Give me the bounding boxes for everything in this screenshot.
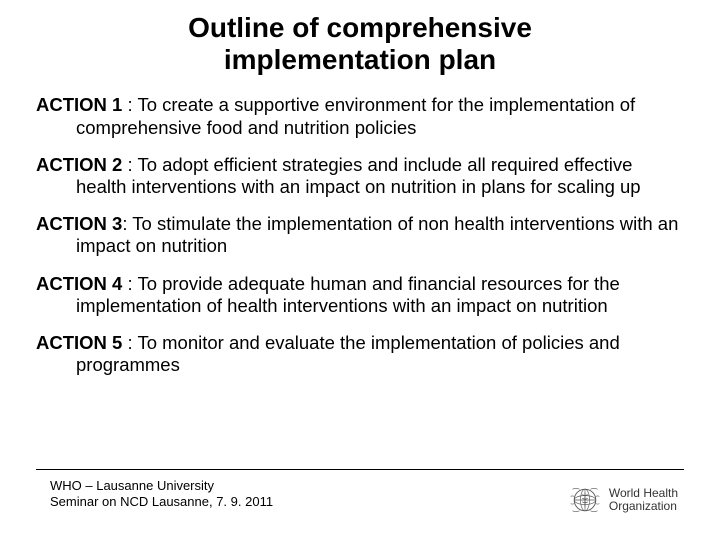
action-text: To stimulate the implementation of non h…	[76, 213, 678, 256]
actions-list: ACTION 1 : To create a supportive enviro…	[36, 94, 684, 376]
action-text: To adopt efficient strategies and includ…	[76, 154, 641, 197]
who-logo-text: World Health Organization	[609, 487, 678, 512]
action-label: ACTION 4	[36, 273, 127, 294]
action-text: To monitor and evaluate the implementati…	[76, 332, 620, 375]
action-label: ACTION 2	[36, 154, 127, 175]
who-logo-block: World Health Organization	[567, 482, 678, 518]
footer-line-1: WHO – Lausanne University	[50, 478, 273, 494]
action-sep: :	[127, 154, 137, 175]
footer-attribution: WHO – Lausanne University Seminar on NCD…	[50, 478, 273, 511]
action-sep: :	[127, 273, 137, 294]
title-line-1: Outline of comprehensive	[188, 12, 532, 43]
action-item: ACTION 2 : To adopt efficient strategies…	[36, 154, 684, 198]
action-sep: :	[127, 332, 137, 353]
action-item: ACTION 4 : To provide adequate human and…	[36, 273, 684, 317]
who-text-line-2: Organization	[609, 500, 678, 513]
action-sep: :	[122, 213, 132, 234]
action-label: ACTION 3	[36, 213, 122, 234]
action-item: ACTION 1 : To create a supportive enviro…	[36, 94, 684, 138]
action-item: ACTION 5 : To monitor and evaluate the i…	[36, 332, 684, 376]
footer-line-2: Seminar on NCD Lausanne, 7. 9. 2011	[50, 494, 273, 510]
action-label: ACTION 5	[36, 332, 127, 353]
action-item: ACTION 3: To stimulate the implementatio…	[36, 213, 684, 257]
title-line-2: implementation plan	[224, 44, 496, 75]
action-sep: :	[127, 94, 137, 115]
action-text: To create a supportive environment for t…	[76, 94, 635, 137]
action-label: ACTION 1	[36, 94, 127, 115]
action-text: To provide adequate human and financial …	[76, 273, 620, 316]
slide-title: Outline of comprehensive implementation …	[36, 12, 684, 76]
slide: Outline of comprehensive implementation …	[0, 0, 720, 540]
divider-line	[36, 469, 684, 470]
who-logo-icon	[567, 482, 603, 518]
